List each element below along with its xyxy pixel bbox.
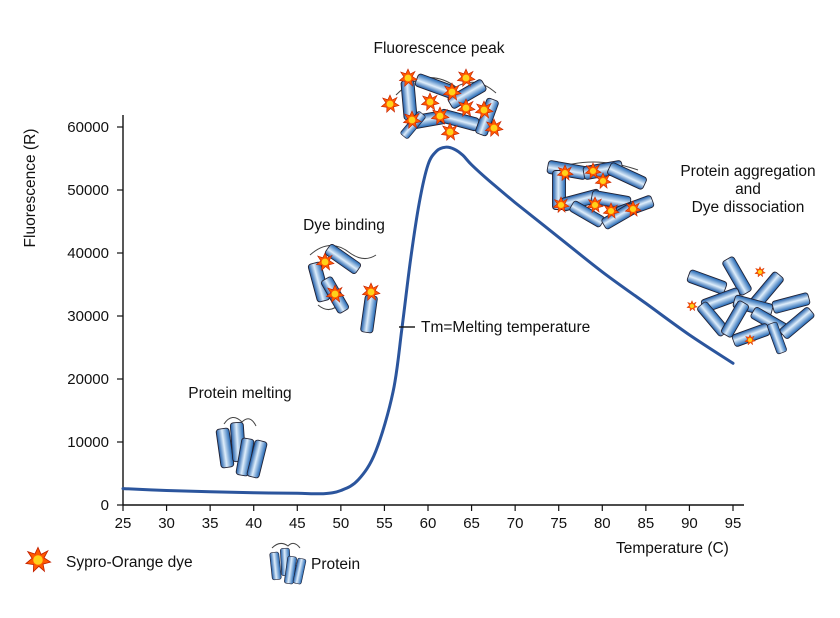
series-line bbox=[121, 145, 735, 496]
protein-dissociation-illustration bbox=[686, 255, 816, 355]
fluorescence-peak-label: Fluorescence peak bbox=[374, 40, 505, 57]
x-tick-label: 70 bbox=[507, 515, 524, 532]
y-tick-label: 50000 bbox=[67, 182, 109, 199]
y-tick-label: 20000 bbox=[67, 371, 109, 388]
x-tick-label: 55 bbox=[376, 515, 393, 532]
protein-melting-label: Protein melting bbox=[188, 385, 291, 402]
y-axis-label: Fluorescence (R) bbox=[22, 129, 39, 248]
y-tick-label: 40000 bbox=[67, 245, 109, 262]
tm-label: Tm=Melting temperature bbox=[421, 319, 590, 336]
protein-melting-illustration bbox=[215, 417, 268, 479]
x-tick-label: 75 bbox=[550, 515, 567, 532]
legend: Sypro-Orange dye Protein bbox=[25, 542, 360, 585]
x-axis-label: Temperature (C) bbox=[616, 540, 729, 557]
x-tick-label: 95 bbox=[725, 515, 742, 532]
dye-binding-illustration bbox=[307, 242, 381, 334]
y-axis: 0 10000 20000 30000 40000 50000 60000 bbox=[67, 115, 124, 514]
y-tick-label: 30000 bbox=[67, 308, 109, 325]
x-tick-label: 45 bbox=[289, 515, 306, 532]
x-tick-label: 90 bbox=[681, 515, 698, 532]
x-tick-label: 25 bbox=[115, 515, 132, 532]
dye-binding-label: Dye binding bbox=[303, 217, 385, 234]
fluorescence-peak-illustration bbox=[380, 68, 504, 141]
x-tick-label: 65 bbox=[463, 515, 480, 532]
y-tick-label: 10000 bbox=[67, 434, 109, 451]
x-tick-label: 60 bbox=[420, 515, 437, 532]
x-tick-label: 85 bbox=[638, 515, 655, 532]
x-tick-label: 30 bbox=[158, 515, 175, 532]
protein-aggregation-illustration bbox=[546, 159, 655, 231]
aggregation-label-line1: Protein aggregation bbox=[680, 163, 815, 180]
aggregation-label-line3: Dye dissociation bbox=[692, 199, 805, 216]
x-tick-label: 35 bbox=[202, 515, 219, 532]
y-tick-label: 60000 bbox=[67, 119, 109, 136]
aggregation-label-line2: and bbox=[735, 181, 761, 198]
dye-legend-icon bbox=[25, 546, 52, 573]
y-tick-label: 0 bbox=[101, 497, 109, 514]
protein-legend-icon bbox=[269, 542, 307, 585]
legend-protein-label: Protein bbox=[311, 556, 360, 573]
x-tick-label: 50 bbox=[333, 515, 350, 532]
x-tick-label: 40 bbox=[245, 515, 262, 532]
x-tick-label: 80 bbox=[594, 515, 611, 532]
x-axis: 25 30 35 40 45 50 55 60 65 70 75 80 85 90 95 bbox=[115, 504, 744, 532]
legend-dye-label: Sypro-Orange dye bbox=[66, 554, 193, 571]
